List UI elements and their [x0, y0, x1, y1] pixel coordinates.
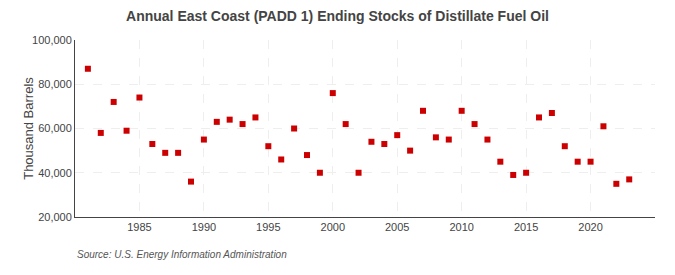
svg-text:2010: 2010 [449, 221, 473, 233]
svg-text:2005: 2005 [385, 221, 409, 233]
svg-text:Thousand Barrels: Thousand Barrels [21, 77, 36, 180]
svg-text:1985: 1985 [127, 221, 151, 233]
svg-text:Annual East Coast (PADD 1) End: Annual East Coast (PADD 1) Ending Stocks… [126, 8, 549, 24]
svg-text:60,000: 60,000 [38, 122, 72, 134]
svg-text:20,000: 20,000 [38, 211, 72, 223]
svg-text:2000: 2000 [321, 221, 345, 233]
svg-text:40,000: 40,000 [38, 167, 72, 179]
svg-text:80,000: 80,000 [38, 78, 72, 90]
svg-text:2015: 2015 [514, 221, 538, 233]
svg-text:1990: 1990 [192, 221, 216, 233]
svg-text:100,000: 100,000 [32, 34, 72, 46]
svg-text:Source: U.S. Energy Informatio: Source: U.S. Energy Information Administ… [77, 249, 287, 260]
svg-text:2020: 2020 [578, 221, 602, 233]
svg-text:1995: 1995 [256, 221, 280, 233]
